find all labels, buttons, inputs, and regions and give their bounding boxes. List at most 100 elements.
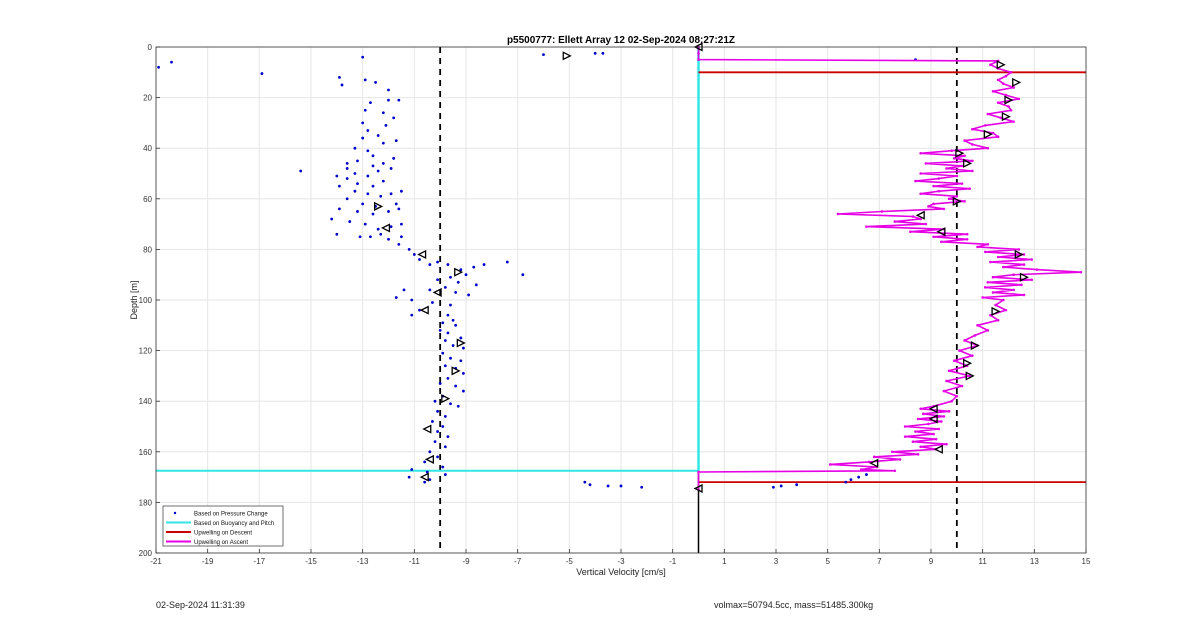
- ascent-point: [919, 217, 922, 221]
- chart-title: p5500777: Ellett Array 12 02-Sep-2024 08…: [507, 35, 735, 46]
- ascent-point: [919, 192, 922, 196]
- pressure-change-point: [376, 134, 380, 137]
- pressure-change-point: [366, 129, 370, 132]
- ascent-triangle-marker: [915, 210, 925, 220]
- y-tick-label: 0: [148, 43, 153, 52]
- pressure-change-point: [394, 139, 398, 143]
- x-tick-label: 11: [979, 557, 988, 566]
- pressure-change-point: [446, 263, 450, 266]
- ascent-point: [1030, 278, 1034, 282]
- ascent-point: [942, 415, 946, 418]
- ascent-triangle-marker: [996, 60, 1006, 70]
- pressure-change-point: [505, 260, 509, 264]
- pressure-change-point: [361, 202, 365, 206]
- ascent-triangle-marker: [928, 414, 938, 424]
- ascent-point: [1009, 108, 1013, 112]
- descent-triangle-marker: [419, 472, 429, 482]
- descent-triangle-marker: [454, 267, 464, 277]
- pressure-change-point: [593, 51, 597, 55]
- ascent-point: [963, 139, 966, 142]
- pressure-change-point: [397, 207, 401, 211]
- pressure-change-point: [400, 189, 403, 193]
- pressure-change-point: [363, 108, 367, 112]
- pressure-change-point: [482, 263, 486, 266]
- pressure-change-point: [779, 484, 783, 488]
- ascent-point: [986, 146, 990, 150]
- pressure-change-point: [371, 154, 375, 158]
- ascent-point: [937, 189, 941, 193]
- ascent-point: [945, 167, 948, 170]
- pressure-change-point: [361, 136, 365, 140]
- x-tick-label: 7: [877, 557, 882, 566]
- pressure-change-point: [446, 377, 450, 380]
- pressure-change-point: [299, 169, 303, 173]
- legend-swatch-marker: [173, 511, 177, 515]
- x-tick-label: -13: [357, 557, 369, 566]
- ascent-point: [960, 384, 964, 388]
- legend-box: [162, 505, 284, 547]
- ascent-point: [996, 255, 1000, 259]
- x-tick-label: -5: [566, 557, 574, 566]
- pressure-change-point: [436, 455, 439, 459]
- ascent-point: [963, 154, 966, 158]
- pressure-change-point: [418, 308, 421, 312]
- pressure-change-point: [472, 265, 476, 269]
- pressure-change-point: [772, 485, 775, 489]
- descent-triangle-marker: [374, 201, 384, 211]
- ascent-point: [968, 374, 972, 378]
- pressure-change-point: [407, 475, 411, 479]
- descent-triangle-marker: [562, 51, 572, 61]
- descent-triangle-marker: [419, 305, 429, 315]
- pressure-change-point: [449, 275, 452, 279]
- pressure-change-point: [353, 172, 357, 175]
- legend-label: Based on Pressure Change: [194, 512, 268, 518]
- x-tick-label: 5: [825, 557, 830, 566]
- pressure-change-point: [366, 174, 370, 178]
- pressure-change-point: [795, 483, 799, 487]
- pressure-change-point: [464, 273, 468, 277]
- ascent-triangle-marker: [1012, 77, 1022, 87]
- ascent-point: [828, 463, 832, 466]
- pressure-change-point: [389, 192, 393, 196]
- ascent-point: [927, 205, 930, 208]
- x-tick-label: -11: [409, 557, 421, 566]
- ascent-point: [994, 303, 997, 307]
- pressure-change-point: [400, 235, 403, 239]
- ascent-point: [996, 78, 1000, 82]
- ascent-point: [1002, 265, 1005, 269]
- pressure-change-point: [467, 293, 470, 297]
- pressure-change-point: [451, 344, 455, 347]
- ascent-point: [1012, 288, 1015, 292]
- pressure-change-point: [376, 227, 380, 231]
- ascent-point: [996, 318, 1000, 322]
- legend: Based on Pressure Change Based on Buoyanc…: [162, 505, 284, 547]
- pressure-change-point: [338, 75, 341, 79]
- pressure-change-point: [369, 235, 372, 239]
- ascent-point: [971, 127, 974, 131]
- ascent-point: [965, 237, 969, 241]
- y-tick-label: 60: [143, 195, 152, 204]
- pressure-change-point: [443, 414, 447, 418]
- pressure-change-point: [387, 237, 390, 241]
- pressure-change-point: [441, 425, 445, 428]
- ascent-point: [1017, 97, 1021, 101]
- descent-triangle-marker: [432, 287, 442, 297]
- ascent-point: [955, 394, 959, 398]
- footer-volmax-mass: volmax=50794.5cc, mass=51485.300kg: [714, 600, 874, 610]
- ascent-point: [986, 243, 990, 246]
- pressure-change-point: [443, 445, 447, 449]
- ascent-point: [991, 131, 995, 135]
- y-tick-label: 40: [143, 144, 152, 153]
- pressure-change-point: [640, 485, 644, 489]
- ascent-point: [924, 222, 928, 226]
- ascent-point: [890, 450, 894, 454]
- pressure-change-point: [857, 475, 861, 479]
- pressure-change-point: [428, 478, 432, 482]
- pressure-change-point: [412, 253, 416, 256]
- ascent-point: [976, 245, 979, 249]
- pressure-change-point: [433, 399, 437, 403]
- ascent-point: [697, 58, 700, 61]
- ascent-point: [986, 329, 990, 332]
- pressure-change-point: [381, 179, 385, 183]
